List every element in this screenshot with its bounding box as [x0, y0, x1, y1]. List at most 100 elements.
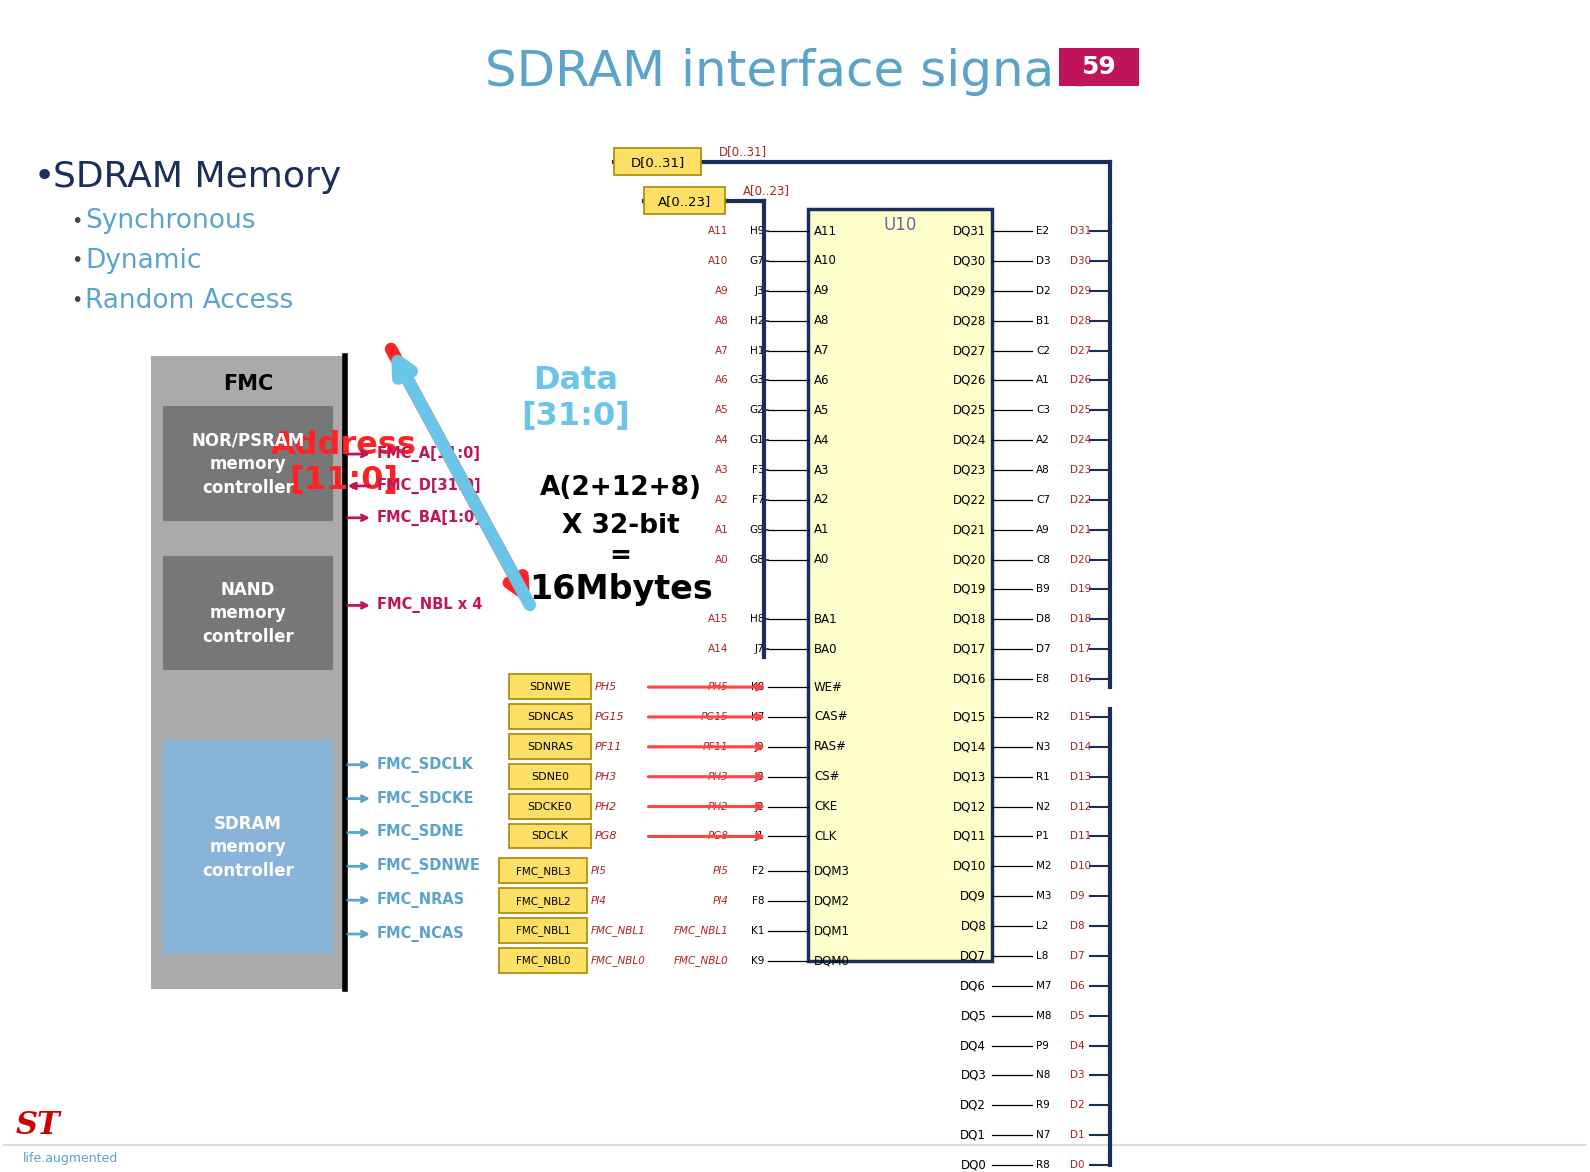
- Text: A9: A9: [714, 286, 728, 295]
- Text: D12: D12: [1070, 802, 1091, 811]
- Text: C2: C2: [1037, 346, 1049, 355]
- Text: A[0..23]: A[0..23]: [658, 195, 711, 207]
- Text: E8: E8: [1037, 674, 1049, 684]
- Text: D13: D13: [1070, 771, 1091, 782]
- Text: D17: D17: [1070, 645, 1091, 654]
- Bar: [151, 356, 345, 989]
- Text: DQ10: DQ10: [952, 860, 986, 873]
- Text: H8: H8: [750, 614, 765, 625]
- Text: A7: A7: [714, 346, 728, 355]
- Text: M2: M2: [1037, 861, 1051, 871]
- Text: D3: D3: [1037, 255, 1051, 266]
- Text: D18: D18: [1070, 614, 1091, 625]
- Text: FMC_SDNWE: FMC_SDNWE: [377, 858, 480, 874]
- Text: WE#: WE#: [814, 681, 843, 694]
- Text: C3: C3: [1037, 406, 1049, 415]
- Text: F2: F2: [752, 866, 765, 877]
- Text: D26: D26: [1070, 375, 1091, 386]
- Text: SDNCAS: SDNCAS: [526, 711, 574, 722]
- Bar: [162, 556, 332, 670]
- Bar: [509, 764, 591, 789]
- Text: A2: A2: [714, 495, 728, 505]
- Text: PF11: PF11: [595, 742, 622, 751]
- Text: D22: D22: [1070, 495, 1091, 505]
- Text: PI4: PI4: [712, 897, 728, 906]
- Text: L2: L2: [1037, 921, 1048, 931]
- Text: DQ17: DQ17: [952, 642, 986, 656]
- Text: D1: D1: [1070, 1130, 1084, 1140]
- Text: F7: F7: [752, 495, 765, 505]
- Text: A5: A5: [814, 404, 830, 417]
- Text: U10: U10: [884, 216, 917, 234]
- Text: BA0: BA0: [814, 642, 838, 656]
- Text: DQ7: DQ7: [960, 949, 986, 962]
- Text: DQM0: DQM0: [814, 954, 849, 967]
- Bar: [509, 824, 591, 849]
- Bar: [499, 888, 587, 913]
- Text: D6: D6: [1070, 981, 1084, 990]
- Text: G9: G9: [749, 525, 765, 534]
- Text: DQ6: DQ6: [960, 980, 986, 993]
- Text: DQ31: DQ31: [952, 225, 986, 238]
- Text: DQ16: DQ16: [952, 673, 986, 686]
- Bar: [509, 674, 591, 699]
- Text: SDNRAS: SDNRAS: [526, 742, 572, 751]
- Text: DQ22: DQ22: [952, 493, 986, 506]
- Text: DQM1: DQM1: [814, 925, 851, 938]
- Bar: [808, 209, 992, 961]
- Bar: [509, 734, 591, 758]
- Text: DQ27: DQ27: [952, 345, 986, 357]
- Text: PH2: PH2: [595, 802, 617, 811]
- Text: DQ0: DQ0: [960, 1159, 986, 1172]
- Text: PG8: PG8: [708, 831, 728, 841]
- Text: D8: D8: [1037, 614, 1051, 625]
- Text: M8: M8: [1037, 1010, 1051, 1021]
- Text: 59: 59: [1081, 55, 1116, 79]
- Text: A2: A2: [1037, 435, 1049, 445]
- Text: DQ29: DQ29: [952, 285, 986, 298]
- Text: PH3: PH3: [595, 771, 617, 782]
- Text: D7: D7: [1070, 950, 1084, 961]
- Text: D2: D2: [1037, 286, 1051, 295]
- Text: FMC_BA[1:0]: FMC_BA[1:0]: [377, 510, 482, 526]
- Text: A11: A11: [708, 226, 728, 236]
- Bar: [499, 948, 587, 973]
- Text: A[0..23]: A[0..23]: [743, 184, 790, 197]
- Text: A10: A10: [708, 255, 728, 266]
- Text: DQM3: DQM3: [814, 865, 849, 878]
- Text: PG15: PG15: [595, 711, 625, 722]
- Text: B1: B1: [1037, 315, 1049, 326]
- Text: M3: M3: [1037, 891, 1051, 901]
- Text: FMC_A[11:0]: FMC_A[11:0]: [377, 447, 480, 462]
- Text: R9: R9: [1037, 1101, 1049, 1110]
- Text: D[0..31]: D[0..31]: [719, 145, 768, 158]
- Text: A9: A9: [814, 285, 830, 298]
- Text: A4: A4: [714, 435, 728, 445]
- Text: L8: L8: [1037, 950, 1048, 961]
- Text: A2: A2: [814, 493, 830, 506]
- Bar: [614, 149, 701, 176]
- Text: D30: D30: [1070, 255, 1091, 266]
- Bar: [509, 793, 591, 818]
- Text: FMC_NBL0: FMC_NBL0: [591, 955, 646, 967]
- Text: FMC_NBL1: FMC_NBL1: [515, 926, 571, 936]
- Bar: [162, 740, 332, 954]
- Text: SDRAM Memory: SDRAM Memory: [52, 161, 342, 195]
- Text: D27: D27: [1070, 346, 1091, 355]
- Text: PI4: PI4: [591, 897, 607, 906]
- Text: DQ26: DQ26: [952, 374, 986, 387]
- Text: PH3: PH3: [708, 771, 728, 782]
- Text: PG8: PG8: [595, 831, 617, 841]
- Text: CKE: CKE: [814, 800, 838, 813]
- Text: A10: A10: [814, 254, 836, 267]
- Text: life.augmented: life.augmented: [24, 1152, 119, 1165]
- Text: DQ19: DQ19: [952, 582, 986, 597]
- Text: DQ9: DQ9: [960, 890, 986, 902]
- Text: D8: D8: [1070, 921, 1084, 931]
- Text: A3: A3: [714, 465, 728, 475]
- Text: A6: A6: [714, 375, 728, 386]
- Text: H9: H9: [750, 226, 765, 236]
- Text: DQ2: DQ2: [960, 1099, 986, 1112]
- Text: DQM2: DQM2: [814, 894, 851, 907]
- Text: DQ30: DQ30: [952, 254, 986, 267]
